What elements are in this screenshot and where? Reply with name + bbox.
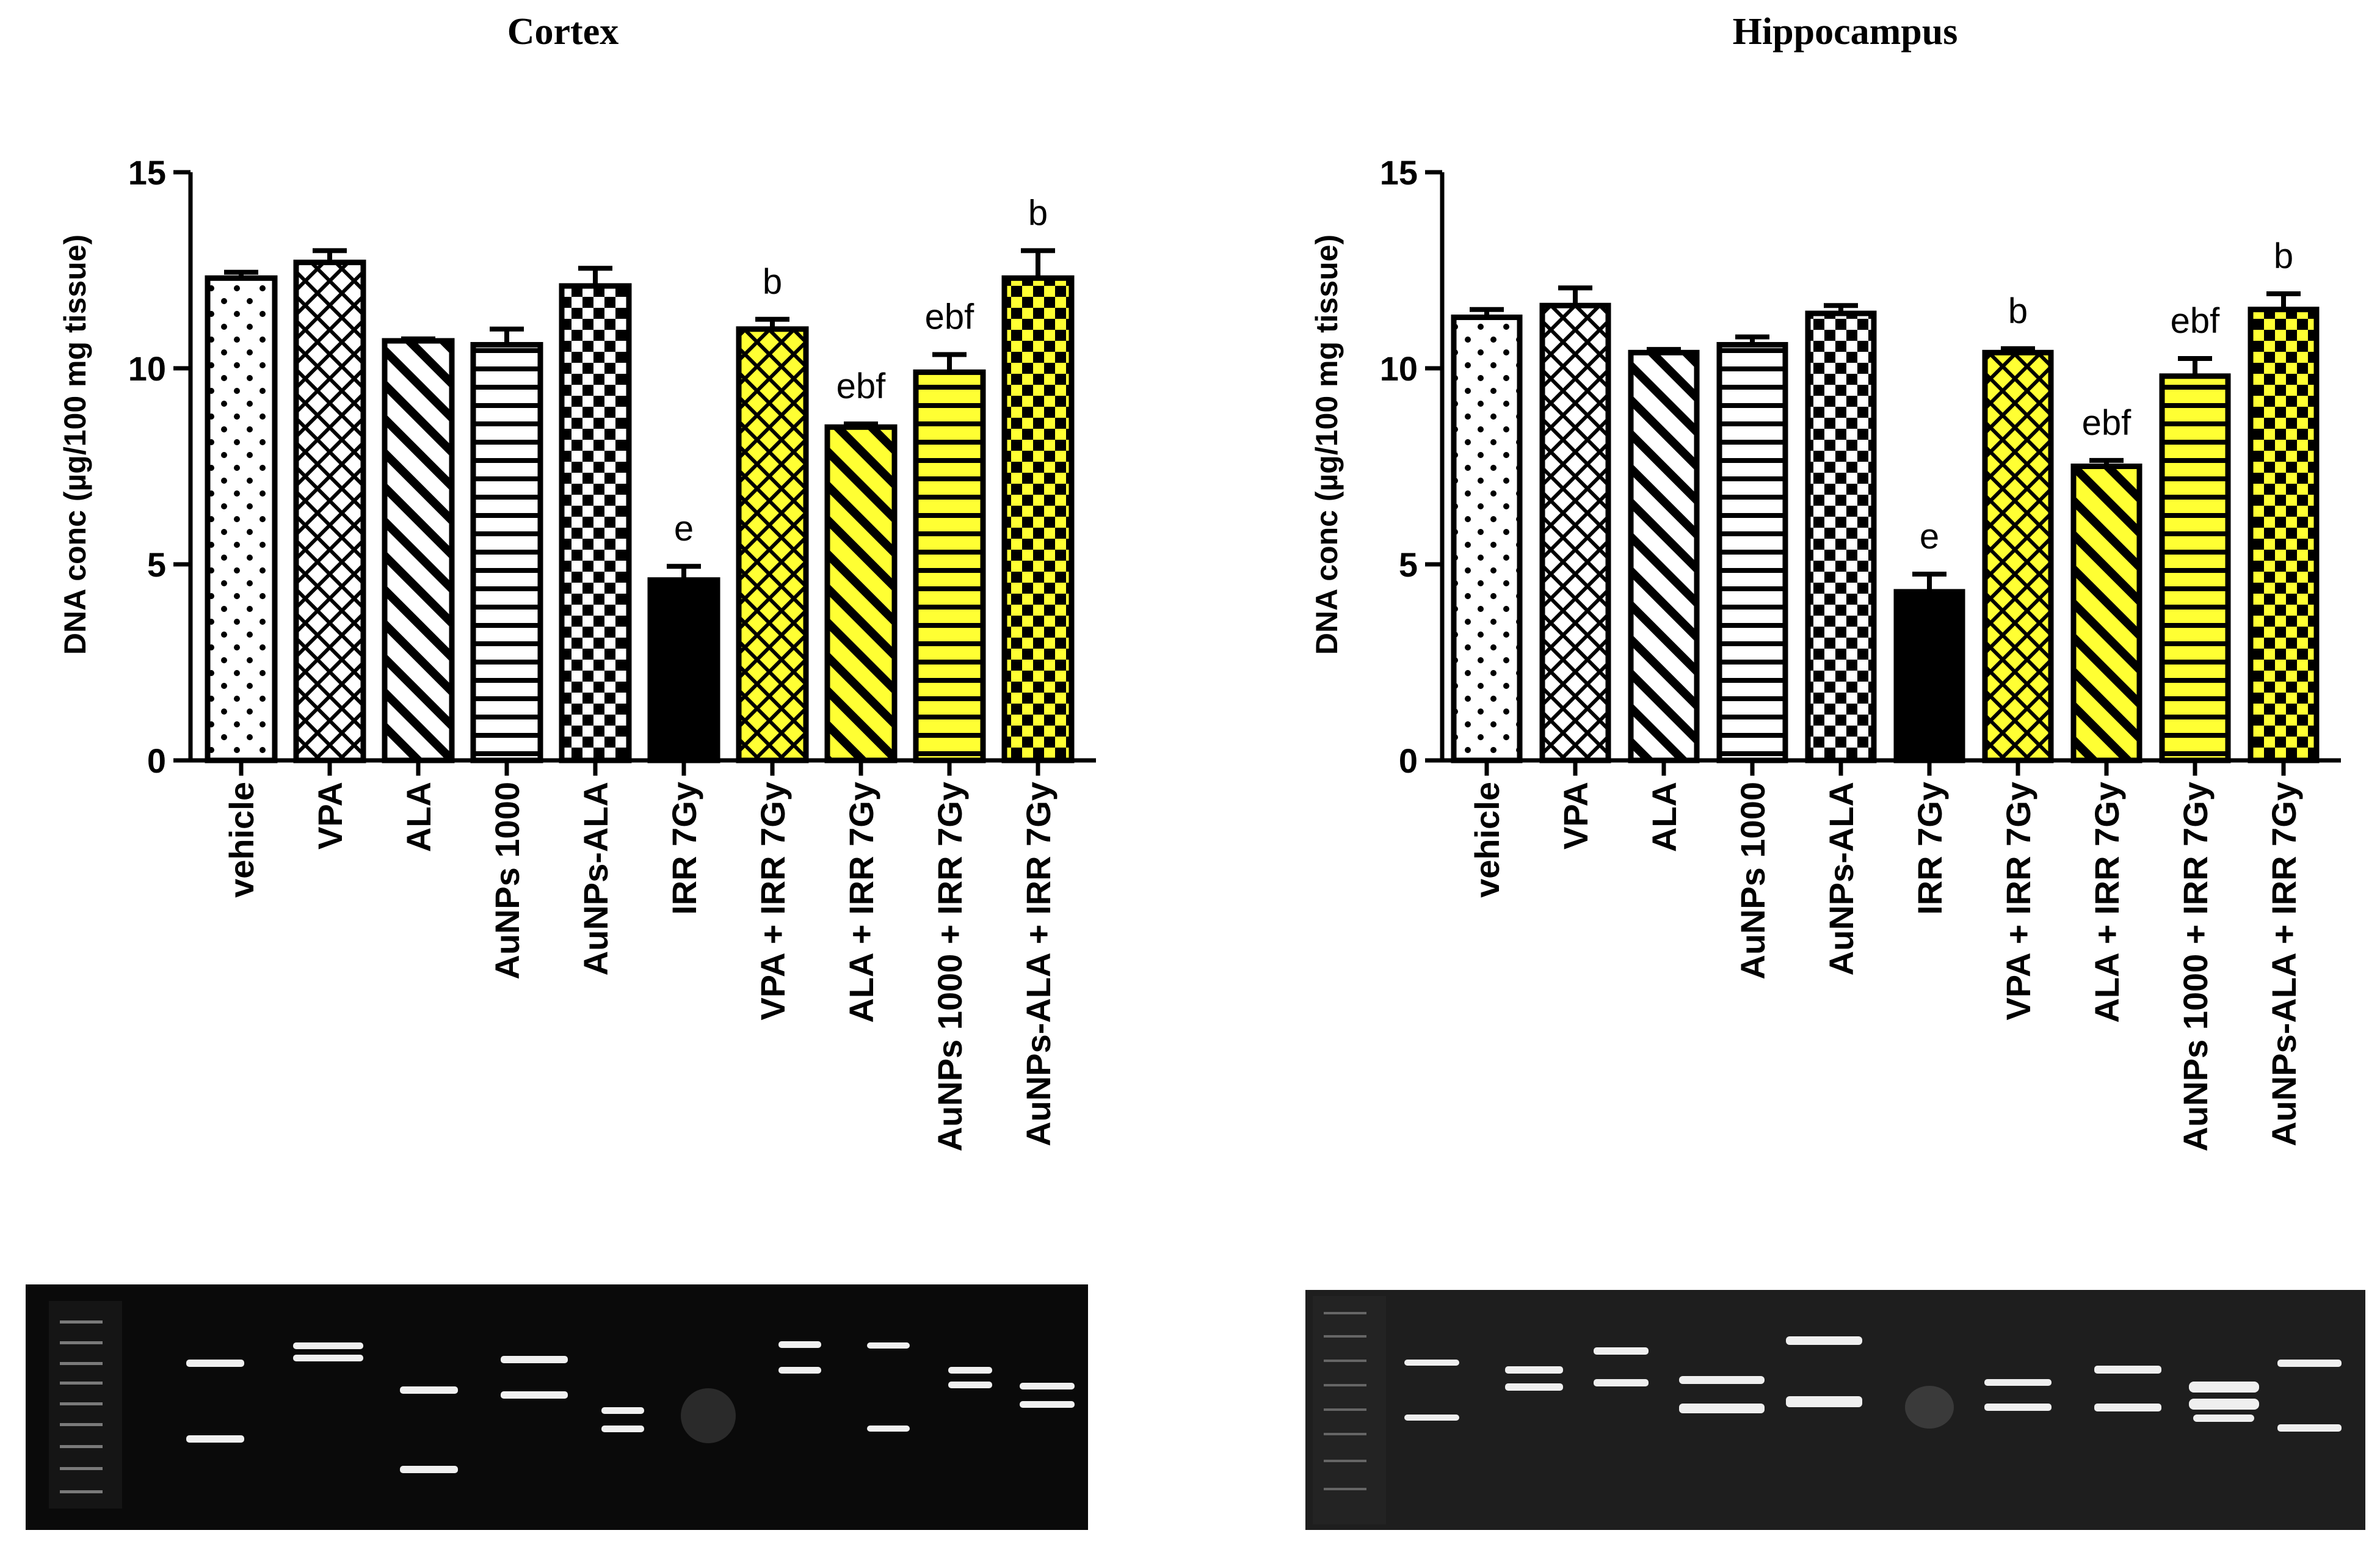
panel-title-cortex: Cortex xyxy=(507,11,619,53)
y-axis-label: DNA conc (µg/100 mg tissue) xyxy=(1310,235,1344,655)
panel-title-hippocampus: Hippocampus xyxy=(1733,11,1958,53)
bar-pattern xyxy=(562,286,629,760)
bar-pattern xyxy=(385,341,452,760)
x-tick-label: AuNPs-ALA + IRR 7Gy xyxy=(1019,782,1058,1146)
bar-pattern xyxy=(1719,344,1785,760)
y-tick-label: 0 xyxy=(147,741,166,780)
significance-label: ebf xyxy=(2171,301,2221,341)
y-tick-label: 15 xyxy=(1380,153,1418,192)
significance-label: ebf xyxy=(836,366,887,406)
y-tick-label: 5 xyxy=(1399,545,1418,584)
bar-pattern xyxy=(2251,309,2317,760)
x-tick-label: AuNPs-ALA + IRR 7Gy xyxy=(2265,782,2303,1146)
bar-fill xyxy=(1896,591,1962,760)
y-tick-label: 0 xyxy=(1399,741,1418,780)
bar-pattern xyxy=(1542,305,1608,760)
significance-label: ebf xyxy=(2082,403,2132,443)
bar-pattern xyxy=(1631,352,1697,760)
bar-pattern xyxy=(473,344,540,760)
x-tick-label: AuNPs-ALA xyxy=(576,782,615,975)
x-tick-label: AuNPs-ALA xyxy=(1822,782,1860,975)
x-tick-label: IRR 7Gy xyxy=(1910,782,1949,915)
bar-pattern xyxy=(1004,278,1072,761)
x-tick-label: ALA xyxy=(1645,782,1683,852)
bar-pattern xyxy=(2073,466,2139,760)
x-tick-label: AuNPs 1000 xyxy=(1733,782,1772,980)
significance-label: b xyxy=(763,262,782,302)
hippocampus-bar-chart: DNA conc (µg/100 mg tissue) 0 5 10 15 vehicle… xyxy=(1310,153,2341,1151)
y-tick-label: 10 xyxy=(1380,349,1418,388)
x-tick-label: VPA + IRR 7Gy xyxy=(1999,782,2037,1021)
cortex-panel: Cortex DNA conc (µg/100 mg tissue) 0 5 10 15… xyxy=(26,11,1096,1530)
bar-fill xyxy=(650,580,717,760)
cortex-bar-chart: DNA conc (µg/100 mg tissue) 0 5 10 15 vehicle… xyxy=(58,153,1096,1151)
significance-label: b xyxy=(1028,193,1048,233)
x-tick-label: ALA xyxy=(399,782,438,852)
y-axis-label: DNA conc (µg/100 mg tissue) xyxy=(58,235,92,655)
significance-label: ebf xyxy=(925,297,975,337)
bar-pattern xyxy=(296,262,363,760)
bar-pattern xyxy=(916,372,983,760)
x-tick-label: AuNPs 1000 + IRR 7Gy xyxy=(2176,782,2215,1151)
hippocampus-gel-image xyxy=(1305,1290,2365,1530)
x-tick-label: AuNPs 1000 xyxy=(488,782,526,980)
y-tick-label: 5 xyxy=(147,545,166,584)
bar-pattern xyxy=(827,427,894,760)
cortex-gel-image xyxy=(26,1284,1088,1530)
bar-pattern xyxy=(1454,317,1520,760)
bar-pattern xyxy=(2162,376,2228,760)
y-tick-label: 10 xyxy=(128,349,166,388)
bar-pattern xyxy=(739,329,806,760)
x-tick-label: VPA xyxy=(311,782,349,850)
x-tick-label: AuNPs 1000 + IRR 7Gy xyxy=(931,782,969,1151)
x-tick-label: vehicle xyxy=(1468,782,1506,898)
x-tick-label: ALA + IRR 7Gy xyxy=(2088,782,2126,1023)
x-tick-label: ALA + IRR 7Gy xyxy=(842,782,880,1023)
significance-label: b xyxy=(2274,236,2293,276)
x-tick-label: vehicle xyxy=(222,782,261,898)
x-tick-label: VPA + IRR 7Gy xyxy=(753,782,792,1021)
bar-pattern xyxy=(1808,313,1874,760)
y-tick-label: 15 xyxy=(128,153,166,192)
significance-label: e xyxy=(674,509,694,548)
x-tick-label: IRR 7Gy xyxy=(665,782,703,915)
bar-pattern xyxy=(208,278,275,761)
x-tick-label: VPA xyxy=(1556,782,1595,850)
hippocampus-panel: Hippocampus DNA conc (µg/100 mg tissue) 0… xyxy=(1305,11,2365,1530)
significance-label: b xyxy=(2008,291,2028,331)
significance-label: e xyxy=(1920,517,1939,556)
bar-pattern xyxy=(1985,352,2051,760)
